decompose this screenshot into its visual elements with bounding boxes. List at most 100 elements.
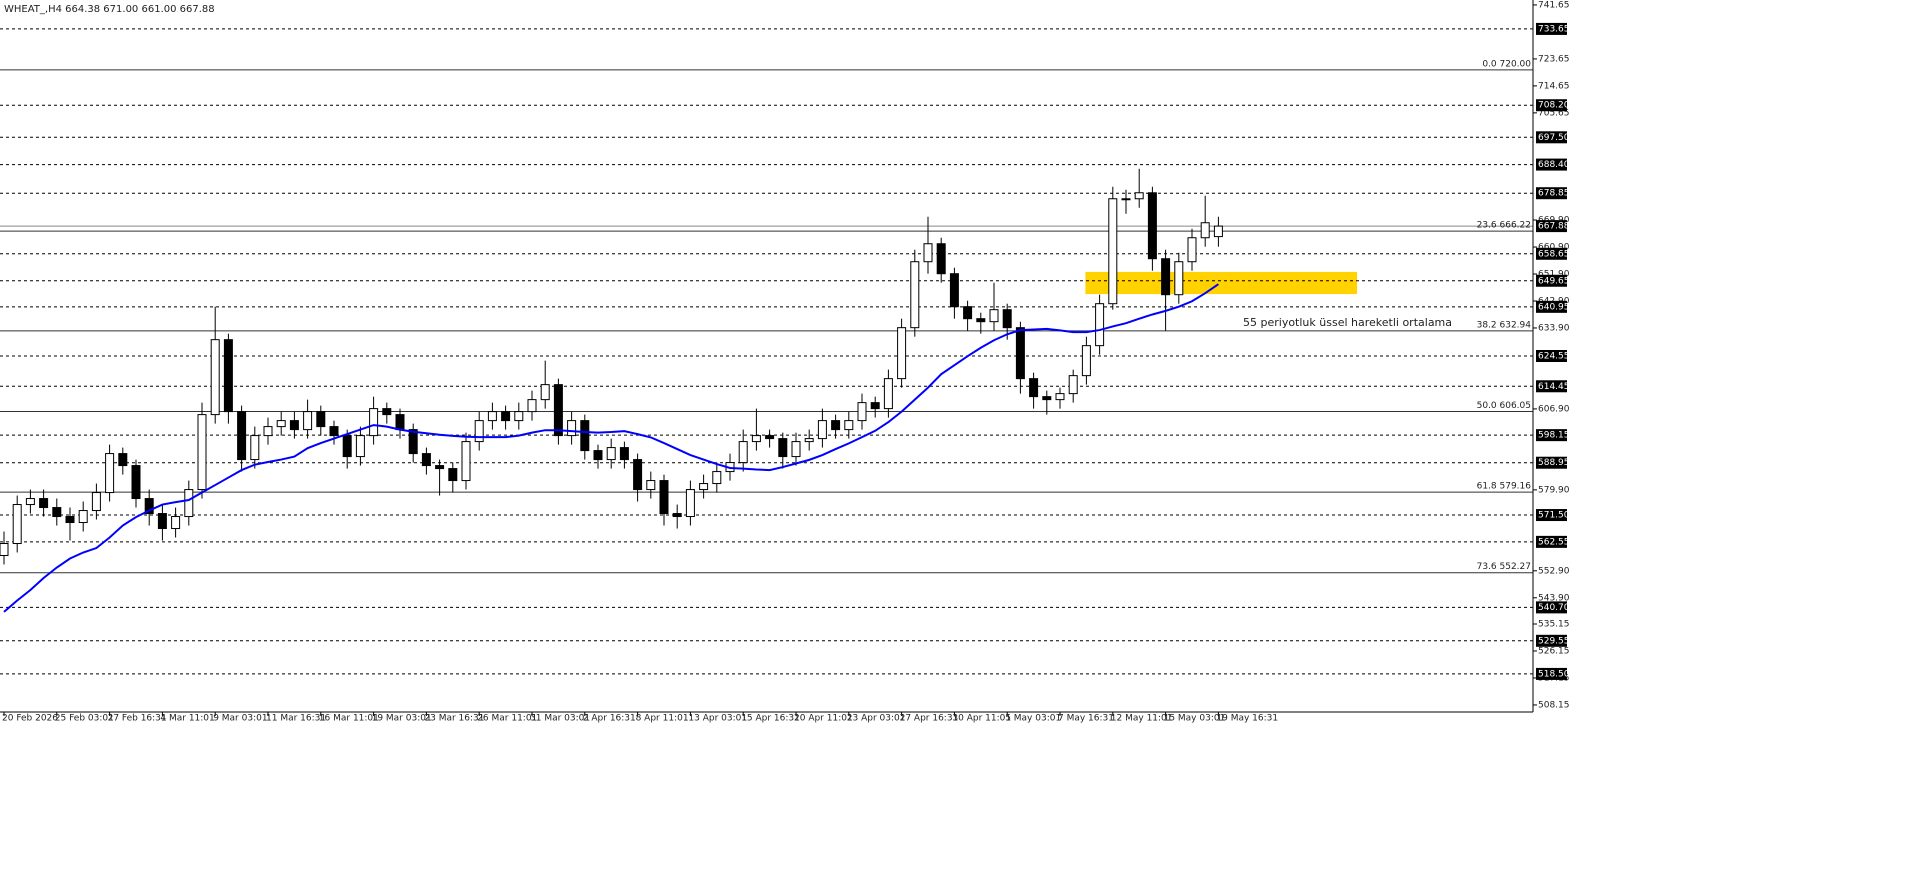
candle-body <box>39 498 49 509</box>
x-tick-label: 15 May 03:01 <box>1164 714 1226 724</box>
candle-body <box>91 492 101 512</box>
candle-body <box>474 420 484 443</box>
x-tick-label: 30 Apr 11:01 <box>952 714 1011 724</box>
plot <box>0 168 1223 613</box>
level-label: 614.45 <box>1538 382 1570 392</box>
x-tick-label: 16 Mar 11:01 <box>319 714 379 724</box>
x-tick-label: 15 Apr 16:31 <box>741 714 800 724</box>
candle-body <box>316 411 326 428</box>
level-box <box>1536 429 1567 442</box>
candle-body <box>395 414 405 431</box>
candle-body <box>804 438 814 443</box>
candle-body <box>831 420 841 431</box>
candle-body <box>699 483 709 491</box>
level-box <box>1536 380 1567 393</box>
candle-body <box>870 402 880 410</box>
candle-body <box>1213 225 1223 238</box>
candle-body <box>1174 261 1184 296</box>
candle-body <box>303 411 313 431</box>
y-tick-label: 543.90 <box>1538 593 1570 603</box>
candle-body <box>408 429 418 455</box>
x-tick-label: 4 Mar 11:01 <box>160 714 214 724</box>
candle-body <box>435 465 445 470</box>
x-tick-label: 11 Mar 16:31 <box>266 714 326 724</box>
candle-body <box>593 450 603 461</box>
x-tick-label: 2 Apr 16:31 <box>583 714 636 724</box>
candle-body <box>685 489 695 518</box>
candle-body <box>421 453 431 467</box>
x-tick-label: 20 Feb 2026 <box>2 714 58 724</box>
candle-body <box>448 468 458 482</box>
candle-body <box>501 411 511 422</box>
candle-body <box>1147 192 1157 260</box>
x-tick-label: 31 Mar 03:01 <box>530 714 590 724</box>
level-label: 733.65 <box>1538 24 1570 34</box>
candle-body <box>461 441 471 482</box>
candle-body <box>738 441 748 464</box>
candle-body <box>989 309 999 323</box>
candle-body <box>923 243 933 263</box>
candle-body <box>223 339 233 413</box>
candle-body <box>844 420 854 431</box>
candle-body <box>1002 309 1012 329</box>
candle-body <box>355 435 365 458</box>
candle-body <box>12 504 22 545</box>
candle-body <box>131 465 141 500</box>
zone <box>1085 271 1357 295</box>
level-label: 678.85 <box>1538 189 1570 199</box>
x-tick-label: 7 May 16:31 <box>1058 714 1114 724</box>
level-label: 529.55 <box>1538 636 1570 646</box>
y-tick-label: 651.90 <box>1538 270 1570 280</box>
candle-body <box>1055 393 1065 401</box>
x-tick-label: 12 May 11:01 <box>1111 714 1173 724</box>
level-label: 624.55 <box>1538 352 1570 362</box>
candle-body <box>382 408 392 416</box>
candle-body <box>817 420 827 440</box>
candle-body <box>1134 192 1144 200</box>
y-tick-label: 606.90 <box>1538 404 1570 414</box>
x-tick-label: 26 Mar 11:01 <box>477 714 537 724</box>
candle-body <box>237 411 247 461</box>
level-label: 688.40 <box>1538 160 1570 170</box>
level-box <box>1536 158 1567 171</box>
y-tick-label: 552.90 <box>1538 566 1570 576</box>
candle-body <box>78 510 88 524</box>
candle-body <box>289 420 299 431</box>
candle-body <box>369 408 379 437</box>
candle-body <box>619 447 629 461</box>
plot-under <box>0 28 1533 675</box>
x-tick-label: 9 Mar 03:01 <box>213 714 267 724</box>
candle-body <box>65 516 75 524</box>
fib-label: 73.6 552.27 <box>1477 562 1531 572</box>
candle-body <box>171 516 181 530</box>
price-box <box>1536 220 1567 233</box>
y-tick-label: 526.15 <box>1538 646 1570 656</box>
candle-body <box>540 384 550 401</box>
candle-body <box>276 420 286 428</box>
x-tick-label: 23 Mar 16:31 <box>424 714 484 724</box>
candle-body <box>672 513 682 518</box>
y-tick-label: 723.65 <box>1538 54 1570 64</box>
candle-body <box>210 339 220 416</box>
level-label: 708.20 <box>1538 101 1570 111</box>
candle-body <box>1187 237 1197 263</box>
level-box <box>1536 131 1567 144</box>
level-box <box>1536 634 1567 647</box>
level-label: 518.50 <box>1538 669 1570 679</box>
level-box <box>1536 274 1567 287</box>
x-tick-label: 27 Feb 16:31 <box>108 714 167 724</box>
level-label: 598.15 <box>1538 431 1570 441</box>
y-tick-label: 714.65 <box>1538 81 1570 91</box>
candle-body <box>659 480 669 515</box>
level-label: 562.55 <box>1538 537 1570 547</box>
candle-body <box>250 435 260 461</box>
candle-body <box>963 306 973 320</box>
x-tick-label: 25 Feb 03:01 <box>55 714 114 724</box>
candle-body <box>778 438 788 458</box>
candle-body <box>1068 375 1078 395</box>
candle-body <box>1095 303 1105 347</box>
y-tick-label: 741.65 <box>1538 0 1570 10</box>
candle-body <box>1015 327 1025 380</box>
y-tick-label: 633.90 <box>1538 323 1570 333</box>
level-label: 658.65 <box>1538 249 1570 259</box>
